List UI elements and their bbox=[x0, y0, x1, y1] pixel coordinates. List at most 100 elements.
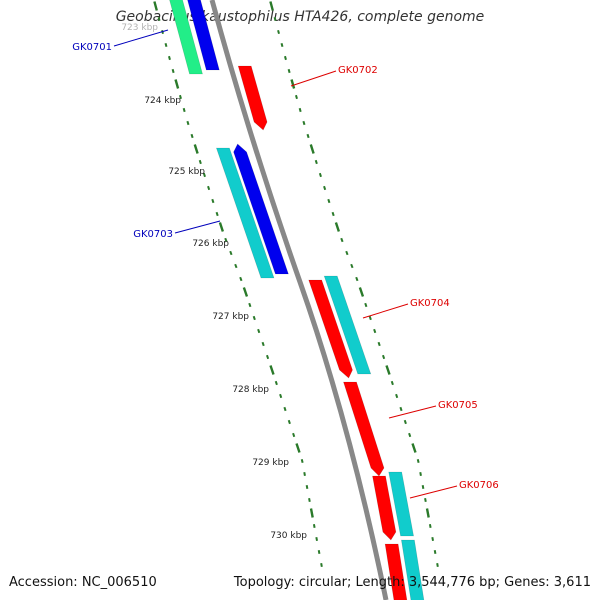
scale-tick bbox=[308, 498, 311, 502]
tick-layer bbox=[153, 1, 439, 567]
gene-label-gk0704[interactable]: GK0704 bbox=[410, 298, 450, 309]
scale-tick bbox=[428, 524, 432, 528]
scale-tick bbox=[284, 55, 287, 61]
genome-summary-text: Topology: circular; Length: 3,544,776 bp… bbox=[233, 575, 591, 590]
scale-tick bbox=[280, 42, 284, 48]
scale-tick bbox=[302, 120, 306, 126]
scale-label: 725 kbp bbox=[168, 167, 205, 177]
scale-tick bbox=[399, 406, 403, 412]
scale-label: 727 kbp bbox=[212, 312, 249, 322]
gene-label-gk0701[interactable]: GK0701 bbox=[72, 42, 112, 53]
scale-tick bbox=[224, 237, 228, 243]
map-title: Geobacillus kaustophilus HTA426, complet… bbox=[115, 9, 485, 25]
scale-tick bbox=[317, 550, 321, 554]
scale-tick bbox=[174, 79, 180, 89]
scale-tick bbox=[390, 380, 394, 386]
gene-feature[interactable] bbox=[401, 539, 425, 600]
genome-backbone bbox=[209, 0, 389, 600]
scale-tick bbox=[395, 393, 399, 399]
scale-tick bbox=[266, 354, 270, 360]
scale-tick bbox=[239, 276, 243, 282]
scale-tick bbox=[421, 485, 425, 489]
scale-tick bbox=[327, 198, 331, 204]
scale-tick bbox=[171, 68, 175, 74]
gene-feature[interactable] bbox=[343, 381, 385, 477]
gene-label-leader bbox=[290, 70, 337, 87]
gene-feature[interactable] bbox=[233, 143, 289, 275]
scale-tick bbox=[312, 524, 316, 528]
scale-tick bbox=[202, 172, 206, 178]
scale-tick bbox=[408, 432, 412, 438]
scale-tick bbox=[350, 263, 354, 269]
scale-tick bbox=[309, 144, 315, 154]
scale-tick bbox=[315, 537, 318, 541]
gene-label-leader bbox=[174, 220, 221, 234]
scale-tick bbox=[218, 222, 224, 232]
scale-tick bbox=[340, 237, 344, 243]
gene-feature[interactable] bbox=[167, 0, 203, 75]
gene-label-gk0706[interactable]: GK0706 bbox=[459, 480, 499, 491]
gene-label-leader bbox=[362, 303, 409, 319]
scale-tick bbox=[179, 94, 182, 100]
scale-label: 724 kbp bbox=[144, 96, 181, 106]
scale-tick bbox=[182, 107, 186, 113]
scale-tick bbox=[345, 250, 349, 256]
scale-tick bbox=[382, 354, 386, 360]
gene-label-gk0703[interactable]: GK0703 bbox=[133, 229, 173, 240]
scale-tick bbox=[164, 42, 168, 48]
scale-label: 729 kbp bbox=[252, 458, 289, 468]
scale-tick bbox=[198, 159, 202, 165]
scale-tick bbox=[168, 55, 171, 61]
scale-tick bbox=[385, 365, 391, 375]
scale-tick bbox=[153, 1, 158, 11]
scale-tick bbox=[433, 550, 437, 554]
scale-tick bbox=[314, 159, 318, 165]
scale-tick bbox=[207, 185, 211, 191]
scale-tick bbox=[431, 537, 434, 541]
scale-tick bbox=[229, 250, 233, 256]
scale-tick bbox=[157, 16, 161, 22]
gene-label-gk0702[interactable]: GK0702 bbox=[338, 65, 378, 76]
scale-tick bbox=[403, 419, 407, 425]
scale-tick bbox=[419, 472, 422, 476]
scale-tick bbox=[273, 16, 277, 22]
scale-tick bbox=[269, 365, 275, 375]
gene-feature[interactable] bbox=[372, 475, 397, 541]
scale-tick bbox=[269, 1, 274, 11]
scale-tick bbox=[287, 419, 291, 425]
scale-tick bbox=[373, 328, 377, 334]
scale-tick bbox=[436, 563, 439, 567]
gene-feature[interactable] bbox=[323, 275, 372, 375]
scale-tick bbox=[274, 380, 278, 386]
scale-tick bbox=[368, 315, 372, 321]
scale-tick bbox=[358, 287, 365, 297]
scale-tick bbox=[290, 79, 296, 89]
scale-tick bbox=[261, 341, 265, 347]
scale-tick bbox=[323, 185, 327, 191]
scale-tick bbox=[411, 443, 417, 453]
gene-feature[interactable] bbox=[185, 0, 220, 71]
scale-label: 726 kbp bbox=[192, 239, 229, 249]
scale-tick bbox=[300, 458, 304, 464]
scale-tick bbox=[416, 458, 420, 464]
scale-tick bbox=[186, 120, 190, 126]
gene-feature[interactable] bbox=[384, 543, 408, 600]
gene-feature[interactable] bbox=[215, 147, 275, 279]
gene-feature[interactable] bbox=[308, 279, 353, 379]
scale-tick bbox=[190, 133, 194, 139]
scale-tick bbox=[292, 432, 296, 438]
gene-feature[interactable] bbox=[388, 471, 414, 537]
scale-tick bbox=[355, 276, 359, 282]
scale-tick bbox=[279, 393, 283, 399]
scale-label: 730 kbp bbox=[270, 531, 307, 541]
scale-tick bbox=[320, 563, 323, 567]
gene-feature[interactable] bbox=[237, 65, 268, 131]
gene-label-leader bbox=[388, 405, 437, 419]
gene-label-gk0705[interactable]: GK0705 bbox=[438, 400, 478, 411]
scale-label: 728 kbp bbox=[232, 385, 269, 395]
scale-tick bbox=[257, 328, 261, 334]
scale-tick bbox=[193, 144, 199, 154]
scale-tick bbox=[334, 222, 340, 232]
scale-label: 723 kbp bbox=[121, 23, 158, 33]
